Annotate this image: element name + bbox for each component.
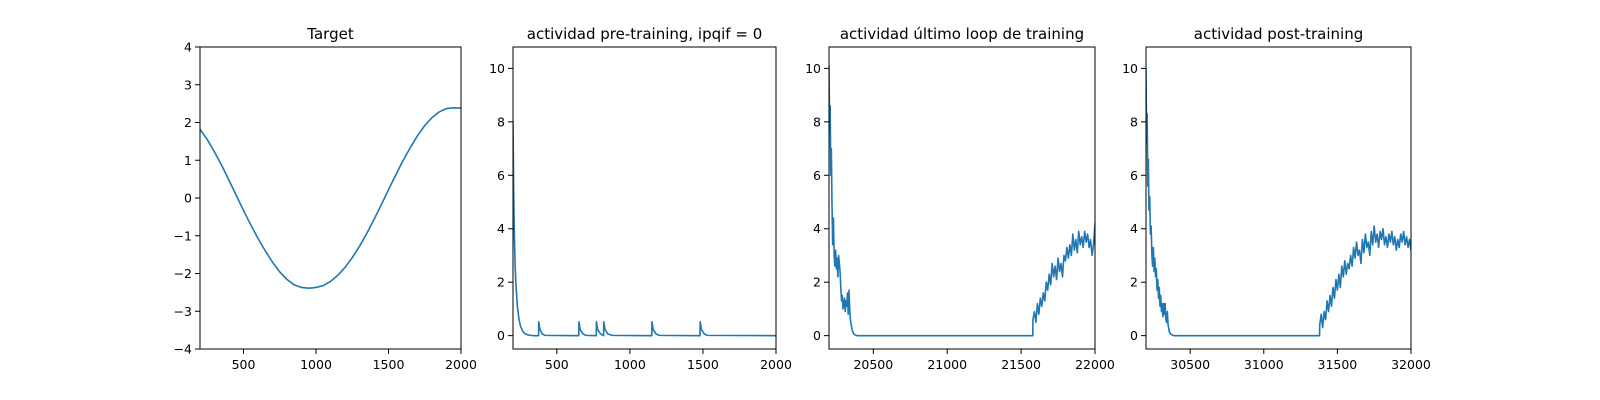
x-tick-label: 1500 (687, 357, 719, 372)
x-tick-label: 31500 (1318, 357, 1358, 372)
x-tick-label: 2000 (445, 357, 477, 372)
y-tick-label: 8 (1130, 114, 1138, 129)
y-tick-label: 2 (1130, 275, 1138, 290)
y-tick-label: 8 (497, 114, 505, 129)
y-tick-label: 2 (184, 115, 192, 130)
panel-3: 20500 21000 21500 22000 0 2 4 6 8 10 actividad últ… (805, 25, 1115, 372)
y-tick-label: 10 (1122, 61, 1138, 76)
series-line-1 (200, 106, 461, 290)
series-line-1 (513, 121, 776, 337)
chart-title: actividad último loop de training (840, 25, 1084, 43)
y-tick-label: 8 (813, 114, 821, 129)
chart-title: actividad pre-training, ipqif = 0 (527, 25, 763, 43)
x-tick-label: 31000 (1244, 357, 1284, 372)
plot-frame (512, 46, 777, 350)
panel-4: 30500 31000 31500 32000 0 2 4 6 8 10 actividad pos… (1122, 25, 1431, 372)
plot-frame (1145, 46, 1412, 350)
y-tick-label: 2 (813, 275, 821, 290)
y-tick-label: 3 (184, 77, 192, 92)
x-tick-label: 22000 (1075, 357, 1115, 372)
x-tick-label: 2000 (760, 357, 792, 372)
plot-frame (828, 46, 1096, 350)
chart-title: Target (306, 25, 354, 43)
y-tick-label: 10 (489, 61, 505, 76)
y-tick-label: 4 (184, 40, 192, 55)
y-tick-label: −2 (174, 266, 192, 281)
y-tick-label: 0 (1130, 328, 1138, 343)
x-tick-label: 32000 (1391, 357, 1431, 372)
y-tick-label: 4 (497, 221, 505, 236)
series-line-1 (1146, 67, 1411, 337)
y-tick-label: −4 (174, 342, 192, 357)
chart-title: actividad post-training (1194, 25, 1363, 43)
x-tick-label: 30500 (1170, 357, 1210, 372)
series-line-1 (829, 64, 1095, 337)
y-tick-label: 6 (813, 168, 821, 183)
x-tick-label: 500 (545, 357, 569, 372)
x-tick-label: 20500 (853, 357, 893, 372)
x-tick-label: 500 (232, 357, 256, 372)
panel-1: 500 1000 1500 2000 −4 −3 −2 −1 0 1 2 3 4 Target (174, 25, 477, 372)
y-tick-label: 2 (497, 275, 505, 290)
x-tick-label: 1000 (614, 357, 646, 372)
y-tick-label: 4 (813, 221, 821, 236)
y-tick-label: 10 (805, 61, 821, 76)
y-tick-label: −3 (174, 304, 192, 319)
x-tick-label: 1500 (373, 357, 405, 372)
y-tick-label: 0 (184, 191, 192, 206)
x-tick-label: 21000 (927, 357, 967, 372)
y-tick-label: 6 (497, 168, 505, 183)
x-tick-label: 21500 (1001, 357, 1041, 372)
y-tick-label: 0 (497, 328, 505, 343)
y-tick-label: 4 (1130, 221, 1138, 236)
panel-2: 500 1000 1500 2000 0 2 4 6 8 10 actividad pre-trai… (489, 25, 792, 372)
y-tick-label: −1 (174, 228, 192, 243)
y-tick-label: 6 (1130, 168, 1138, 183)
y-tick-label: 1 (184, 153, 192, 168)
x-tick-label: 1000 (300, 357, 332, 372)
y-tick-label: 0 (813, 328, 821, 343)
plot-frame (199, 46, 462, 350)
